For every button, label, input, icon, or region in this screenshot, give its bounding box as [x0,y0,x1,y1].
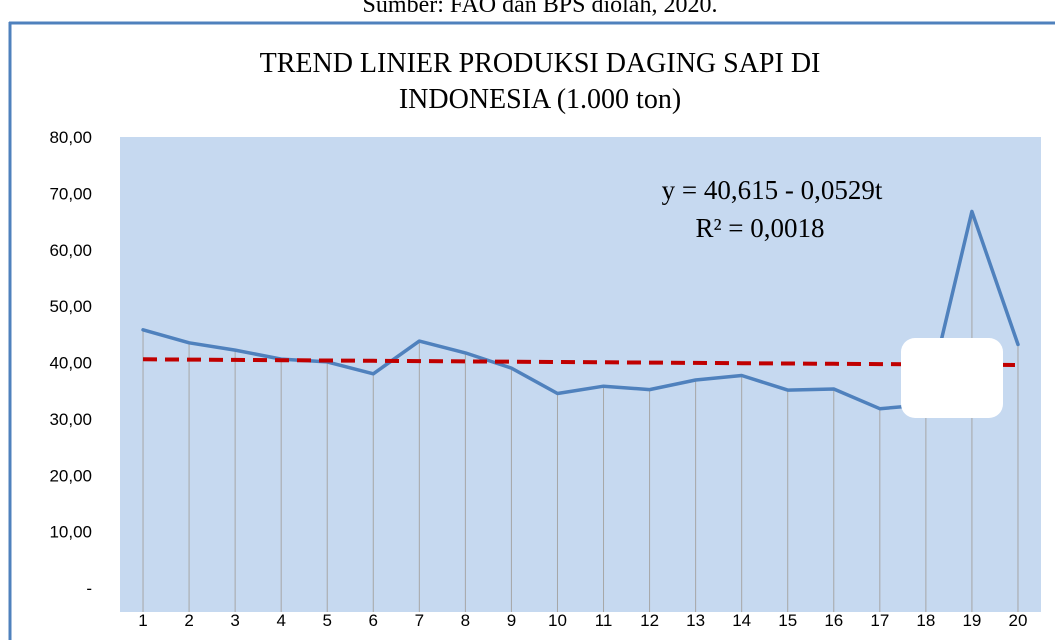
x-tick-label: 8 [461,611,470,630]
cover-box [901,338,1003,418]
y-tick-label: 50,00 [49,297,92,316]
x-tick-label: 1 [138,611,147,630]
chart-title: TREND LINIER PRODUKSI DAGING SAPI DI [260,48,821,79]
y-tick-label: 60,00 [49,241,92,260]
x-tick-label: 13 [686,611,705,630]
x-tick-label: 5 [322,611,331,630]
x-tick-label: 3 [230,611,239,630]
x-tick-label: 11 [595,611,613,630]
y-tick-label: 40,00 [49,354,92,373]
x-tick-label: 15 [778,611,797,630]
x-tick-label: 18 [916,611,935,630]
y-tick-label: 10,00 [49,523,92,542]
x-tick-label: 10 [548,611,567,630]
x-tick-label: 6 [369,611,378,630]
x-tick-label: 14 [732,611,751,630]
y-tick-label: 30,00 [49,410,92,429]
x-tick-label: 17 [870,611,889,630]
y-tick-label: - [86,579,92,598]
x-tick-label: 20 [1009,611,1028,630]
x-tick-label: 4 [276,611,285,630]
x-tick-label: 7 [415,611,424,630]
x-tick-label: 19 [962,611,981,630]
y-tick-label: 70,00 [49,184,92,203]
annotation: y = 40,615 - 0,0529t [662,175,883,205]
trend-line [142,357,1019,367]
chart-title: INDONESIA (1.000 ton) [399,84,681,115]
x-tick-label: 9 [507,611,516,630]
plot-area [120,137,1041,612]
y-tick-label: 20,00 [49,466,92,485]
y-tick-label: 80,00 [49,128,92,147]
source-note: Sumber: FAO dan BPS diolah, 2020. [363,0,718,18]
x-tick-label: 16 [824,611,843,630]
annotation: R² = 0,0018 [695,213,824,243]
x-tick-label: 12 [640,611,659,630]
x-tick-label: 2 [184,611,193,630]
